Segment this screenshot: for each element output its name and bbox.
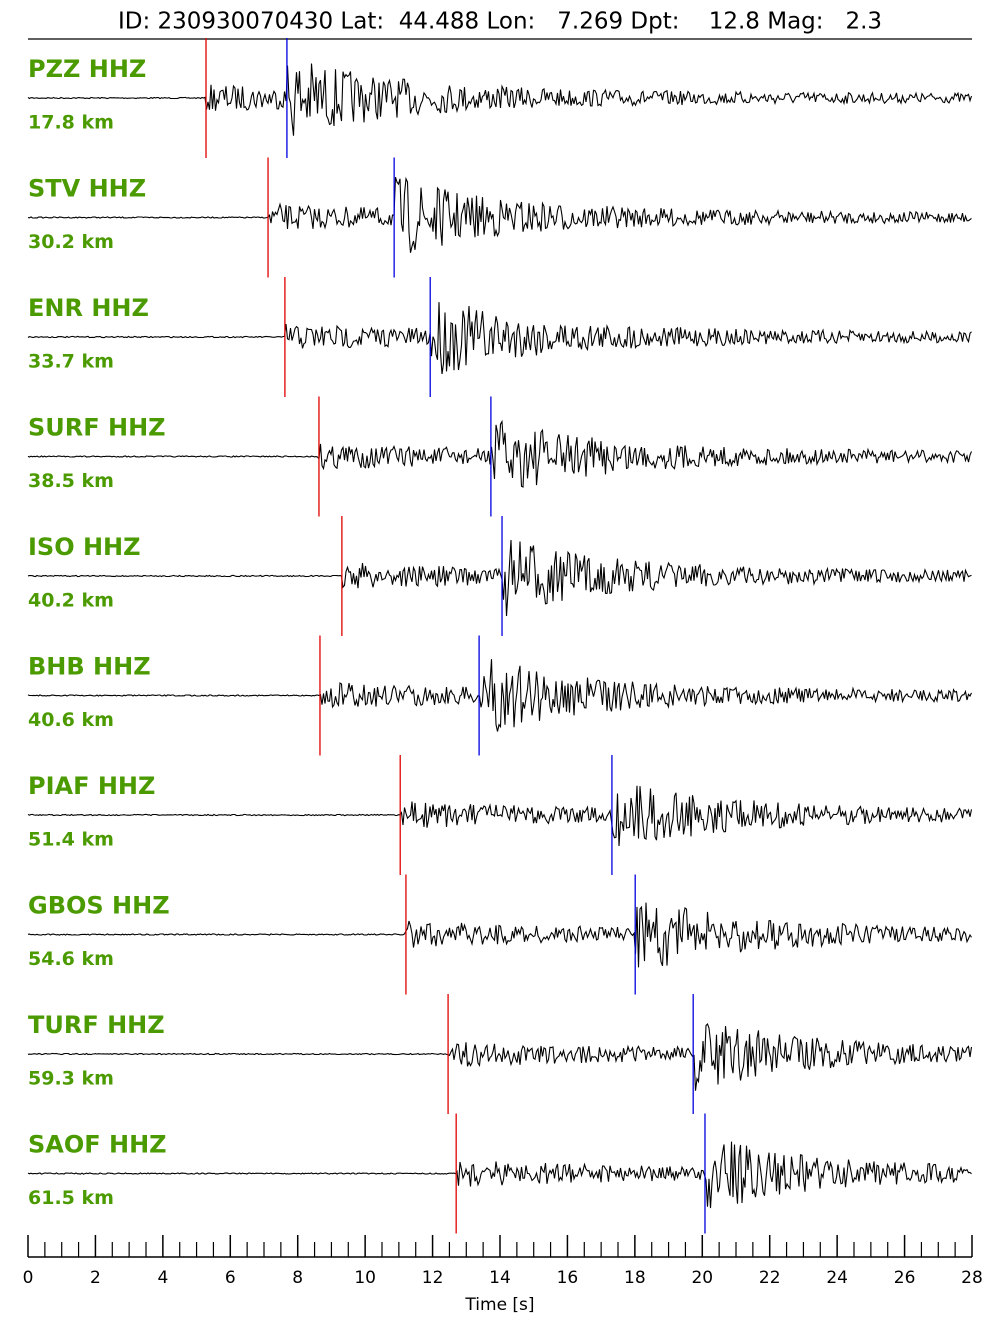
x-tick-label: 6 (225, 1268, 236, 1288)
station-name: SAOF HHZ (28, 1131, 167, 1159)
station-name: BHB HHZ (28, 653, 151, 681)
station-distance: 33.7 km (28, 351, 114, 373)
station-distance: 51.4 km (28, 829, 114, 851)
waveform (27, 902, 972, 968)
x-tick-label: 0 (23, 1268, 34, 1288)
waveform (27, 63, 973, 136)
waveform (27, 659, 972, 732)
station-distance: 54.6 km (28, 948, 114, 970)
station-distance: 61.5 km (28, 1187, 114, 1209)
x-tick-label: 22 (759, 1268, 781, 1288)
station-name: SURF HHZ (28, 414, 166, 442)
x-axis-label: Time [s] (464, 1295, 534, 1315)
station-distance: 40.6 km (28, 709, 114, 731)
chart-title: ID: 230930070430 Lat: 44.488 Lon: 7.269 … (118, 9, 882, 35)
waveform (27, 302, 972, 375)
x-tick-label: 14 (489, 1268, 511, 1288)
x-tick-label: 4 (157, 1268, 168, 1288)
x-tick-label: 24 (826, 1268, 848, 1288)
waveform (27, 539, 972, 617)
waveform (27, 176, 972, 253)
station-distance: 59.3 km (28, 1068, 114, 1090)
station-name: ISO HHZ (28, 533, 141, 561)
x-tick-label: 8 (292, 1268, 303, 1288)
station-distance: 17.8 km (28, 112, 114, 134)
x-tick-label: 10 (354, 1268, 376, 1288)
station-distance: 40.2 km (28, 590, 114, 612)
x-tick-label: 20 (691, 1268, 713, 1288)
station-name: PIAF HHZ (28, 772, 155, 800)
waveform (27, 1141, 972, 1209)
x-tick-label: 16 (557, 1268, 579, 1288)
station-name: PZZ HHZ (28, 55, 146, 83)
x-tick-label: 26 (894, 1268, 916, 1288)
x-tick-label: 18 (624, 1268, 646, 1288)
station-distance: 30.2 km (28, 231, 114, 253)
x-tick-label: 2 (90, 1268, 101, 1288)
waveform (27, 1023, 973, 1091)
station-name: ENR HHZ (28, 294, 149, 322)
station-distance: 38.5 km (28, 470, 114, 492)
x-tick-label: 12 (422, 1268, 444, 1288)
waveform (27, 419, 973, 488)
x-tick-label: 28 (961, 1268, 983, 1288)
station-name: GBOS HHZ (28, 892, 170, 920)
station-name: TURF HHZ (28, 1011, 165, 1039)
waveform (27, 785, 973, 847)
station-name: STV HHZ (28, 175, 146, 203)
